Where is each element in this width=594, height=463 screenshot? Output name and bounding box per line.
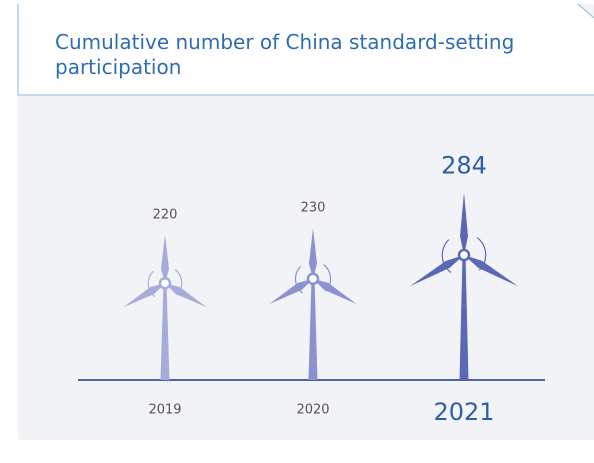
- page: 220 2019 230 2020 284 2021 Cumulative number …: [0, 0, 594, 463]
- value-label: 220: [153, 207, 178, 222]
- x-tick-label: 2021: [433, 398, 494, 426]
- x-tick-label: 2019: [148, 403, 181, 418]
- chart-title: Cumulative number of China standard-sett…: [55, 30, 555, 80]
- x-tick-label: 2020: [296, 403, 329, 418]
- turbine-hub: [160, 278, 170, 288]
- turbine-hub: [459, 250, 469, 260]
- turbine-hub: [308, 274, 318, 284]
- value-label: 284: [441, 152, 487, 180]
- value-label: 230: [301, 201, 326, 216]
